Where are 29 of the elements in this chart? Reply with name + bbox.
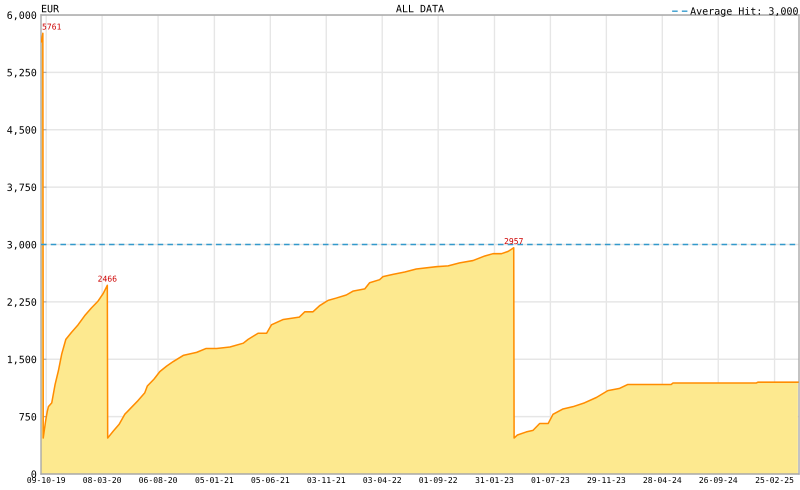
y-tick-label: 0: [31, 470, 36, 478]
x-tick-label: 08-03-20: [83, 476, 122, 484]
data-label: 5761: [42, 24, 61, 30]
x-tick-label: 28-04-24: [643, 476, 682, 484]
x-tick-label: 06-08-20: [139, 476, 177, 484]
data-label: 2957: [504, 238, 523, 244]
x-tick-label: 01-07-23: [532, 476, 570, 484]
y-tick-label: 3,000: [7, 240, 36, 250]
x-tick-label: 31-01-23: [476, 476, 514, 484]
y-tick-label: 750: [19, 413, 36, 421]
x-tick-label: 09-10-19: [27, 476, 66, 484]
x-tick-label: 29-11-23: [588, 476, 626, 484]
x-tick-label: 26-09-24: [699, 476, 738, 484]
y-tick-label: 1,500: [8, 356, 36, 364]
y-tick-label: 6,000: [7, 11, 36, 20]
x-tick-label: 03-04-22: [363, 476, 401, 484]
y-tick-label: 2,250: [7, 298, 36, 308]
chart-subtitle: ALL DATA: [396, 4, 444, 12]
y-tick-label: 5,250: [7, 68, 36, 78]
x-tick-label: 03-11-21: [307, 476, 346, 484]
y-tick-label: 3,750: [7, 184, 36, 192]
data-label: 2466: [98, 276, 116, 282]
x-tick-label: 05-01-21: [196, 476, 234, 484]
legend-label: Average Hit: 3,000: [690, 7, 798, 17]
y-tick-label: 4,500: [7, 126, 36, 135]
x-tick-label: 25-02-25: [756, 476, 794, 484]
chart-title: EUR: [42, 4, 60, 12]
x-tick-label: 05-06-21: [251, 476, 290, 484]
x-tick-label: 01-09-22: [419, 476, 457, 484]
